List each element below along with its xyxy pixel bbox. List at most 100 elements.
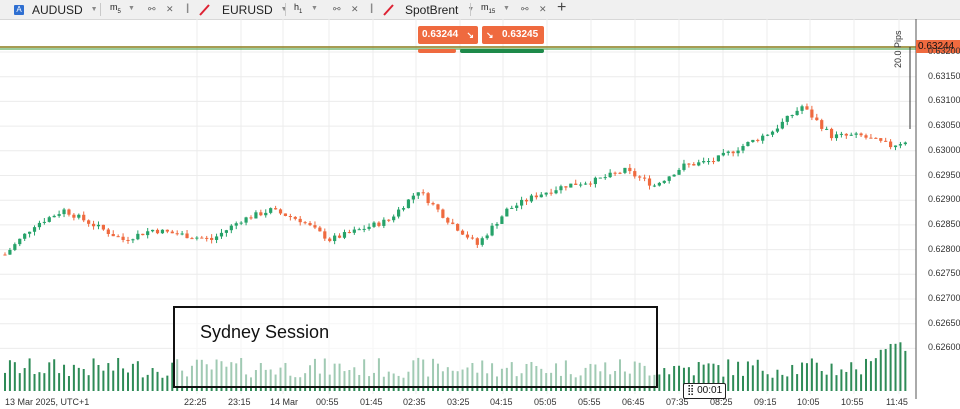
candle-body [337,235,342,238]
session-box[interactable]: Sydney Session [173,306,658,388]
link-icon[interactable]: ⚯ [333,4,341,14]
link-icon[interactable]: ⚯ [521,4,529,14]
volume-bar [663,368,666,391]
tab-symbol: SpotBrent [405,2,459,17]
buy-volume-bar [460,49,544,53]
close-icon[interactable]: ✕ [351,4,359,14]
volume-bar [727,359,730,391]
candle-body [205,237,209,239]
sell-button[interactable]: 0.63244 ↘ [418,26,478,44]
volume-bar [751,365,754,391]
candle-body [13,244,17,250]
chevron-down-icon[interactable]: ▼ [281,6,288,13]
chevron-down-icon[interactable]: ▼ [128,5,135,12]
tab-spotbrent[interactable]: SpotBrent ▼ [382,0,474,19]
volume-bar [67,375,70,391]
timeframe-selector[interactable]: m5 [110,2,121,15]
candle-body [574,183,578,185]
candle-body [436,204,440,210]
candle-body [820,120,824,129]
candle-body [854,133,858,135]
drag-handle-icon[interactable]: || [370,3,374,14]
drag-handle-icon[interactable]: || [186,3,190,14]
candle-body [323,231,327,239]
price-chart[interactable] [0,19,960,409]
volume-bar [845,371,848,391]
candle-body [441,209,445,218]
chevron-down-icon[interactable]: ▼ [90,6,98,13]
candle-body [815,117,819,121]
tab-audusd[interactable]: A AUDUSD ▼ [14,0,98,19]
volume-bar [781,374,784,391]
chart-type-icon [199,3,210,16]
volume-bar [894,343,897,391]
candle-body [141,233,145,236]
candle-body [362,228,366,230]
divider [470,3,471,16]
candle-body [465,234,470,238]
candle-body [588,183,593,185]
volume-bar [820,370,823,391]
x-tick-label: 01:45 [360,397,383,407]
chevron-down-icon[interactable]: ▼ [311,5,318,12]
chevron-down-icon[interactable]: ▼ [503,5,510,12]
candle-body [879,138,883,141]
candle-body [593,177,597,185]
volume-bar [874,358,877,391]
candle-body [554,190,558,194]
close-icon[interactable]: ✕ [539,4,547,14]
volume-bar [697,362,700,391]
timer-value: 00:01 [697,385,723,396]
link-icon[interactable]: ⚯ [148,4,156,14]
volume-bar [860,374,863,391]
volume-bar [58,373,61,391]
candle-body [780,121,784,129]
timeframe-selector[interactable]: h1 [294,2,303,15]
volume-bar [146,374,149,391]
divider [285,3,286,16]
candle-body [810,109,814,118]
volume-bar [122,368,125,391]
candle-body [766,134,770,136]
volume-bar [889,343,892,391]
session-label: Sydney Session [200,322,330,342]
candle-body [903,142,907,145]
add-tab-button[interactable]: + [557,0,567,16]
candle-body [534,195,538,198]
y-tick-label: 0.62700 [928,293,960,303]
volume-bar [771,377,774,391]
tab-eurusd[interactable]: EURUSD ▼ [198,0,288,19]
candle-body [692,164,696,166]
volume-bar [102,370,105,391]
tab-symbol: AUDUSD [32,2,83,17]
x-tick-label: 03:25 [447,397,470,407]
candle-body [77,214,81,218]
close-icon[interactable]: ✕ [166,4,174,14]
volume-bar [756,359,759,391]
candle-body [278,209,283,214]
volume-bar [746,361,749,391]
candle-body [126,239,130,241]
buy-button[interactable]: ↘ 0.63245 [482,26,544,44]
candle-body [652,185,657,187]
volume-bar [801,362,804,391]
x-tick-label: 06:45 [622,397,645,407]
x-tick-label: 00:55 [316,397,339,407]
candle-body [682,163,686,170]
candle-body [146,231,150,236]
volume-bar [712,363,715,391]
candle-body [62,209,66,215]
timeframe-selector[interactable]: m15 [481,2,496,15]
volume-bar [707,363,710,391]
candle-body [643,177,647,179]
candle-body [131,239,135,241]
candle-body [47,217,51,222]
volume-bar [151,368,154,391]
candle-body [795,110,799,116]
sell-price: 0.63244 [422,29,459,40]
volume-bar [171,362,174,391]
y-tick-label: 0.63050 [928,120,960,131]
candle-body [175,233,179,235]
candle-body [667,176,671,181]
candle-body [893,145,898,148]
